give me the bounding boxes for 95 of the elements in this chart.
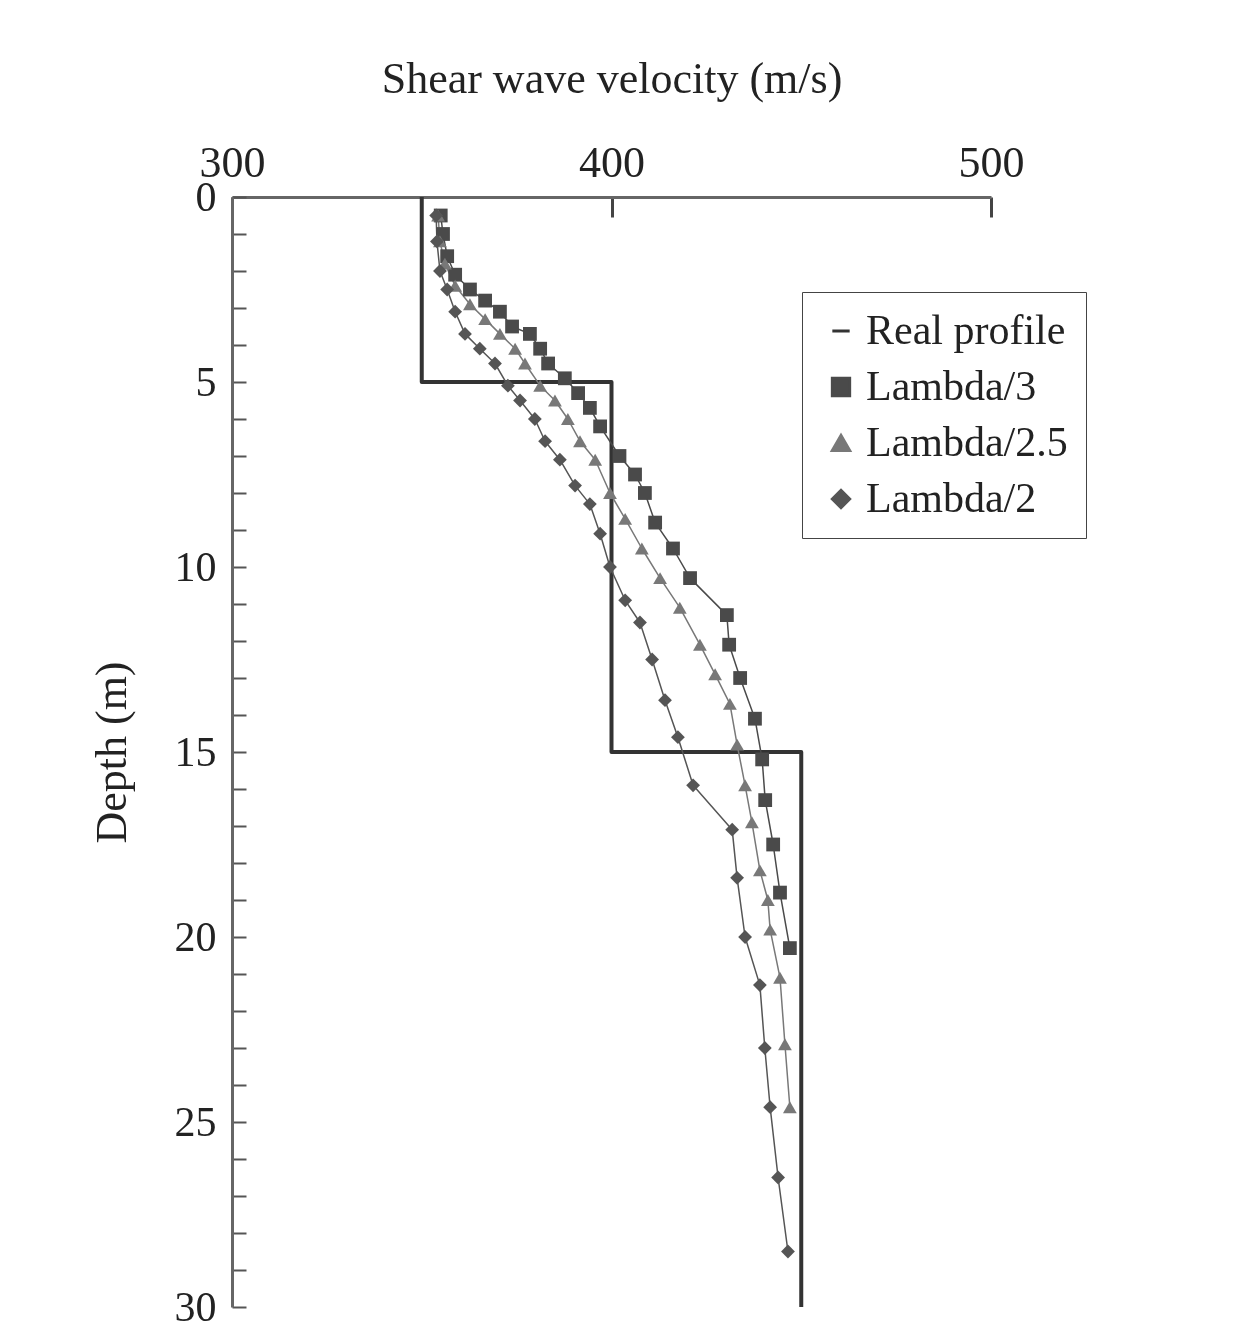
- point: [593, 526, 608, 541]
- point: [730, 870, 745, 885]
- point: [533, 341, 548, 356]
- point: [771, 1170, 785, 1185]
- point: [725, 822, 740, 837]
- point: [671, 730, 685, 745]
- y-tick-label: 30: [174, 1283, 217, 1330]
- point: [752, 864, 767, 877]
- y-tick-label: 15: [174, 728, 217, 775]
- point: [782, 1101, 797, 1114]
- point: [666, 541, 680, 556]
- y-tick-label: 20: [174, 913, 217, 960]
- point: [458, 327, 472, 341]
- legend-label: Real profile: [866, 307, 1066, 353]
- point: [730, 738, 745, 751]
- point: [618, 593, 633, 608]
- point: [752, 978, 767, 992]
- point: [533, 379, 548, 392]
- point: [553, 452, 567, 467]
- point: [448, 267, 463, 282]
- point: [541, 356, 556, 371]
- point: [719, 608, 734, 622]
- legend-label: Lambda/2: [866, 475, 1037, 521]
- point: [568, 478, 582, 493]
- point: [723, 697, 737, 710]
- point: [773, 885, 787, 900]
- point: [493, 304, 507, 319]
- point: [686, 778, 700, 793]
- point: [672, 601, 687, 614]
- point: [501, 378, 515, 393]
- y-tick-label: 10: [174, 543, 217, 590]
- point: [760, 894, 775, 906]
- point: [693, 638, 707, 651]
- point: [612, 449, 627, 463]
- point: [582, 497, 597, 511]
- point: [658, 693, 672, 708]
- point: [588, 453, 603, 466]
- x-tick-label: 400: [579, 137, 645, 187]
- point: [634, 542, 649, 555]
- point: [763, 923, 778, 936]
- point: [505, 319, 519, 334]
- point: [755, 752, 770, 767]
- point: [745, 816, 759, 829]
- point: [463, 282, 477, 297]
- point: [782, 941, 797, 955]
- point: [603, 487, 617, 499]
- point: [781, 1244, 795, 1259]
- point: [738, 779, 752, 792]
- point: [548, 394, 562, 407]
- point: [523, 327, 537, 341]
- point: [513, 393, 527, 408]
- point: [582, 401, 597, 415]
- legend-label: Lambda/2.5: [866, 419, 1068, 465]
- point: [571, 386, 585, 400]
- point: [708, 668, 722, 681]
- point: [472, 341, 487, 356]
- point: [440, 249, 455, 264]
- point: [773, 971, 787, 984]
- point: [440, 282, 455, 297]
- point: [618, 512, 633, 525]
- point: [733, 671, 748, 685]
- point: [778, 1038, 792, 1051]
- point: [518, 357, 532, 370]
- point: [645, 652, 659, 667]
- legend-label: Lambda/3: [866, 363, 1037, 409]
- point: [758, 793, 773, 807]
- point: [766, 837, 781, 852]
- point: [538, 434, 552, 449]
- point: [633, 615, 647, 630]
- point: [488, 356, 502, 371]
- point: [683, 571, 697, 585]
- point: [648, 515, 663, 530]
- point: [593, 419, 608, 434]
- point: [478, 293, 493, 308]
- point: [463, 298, 477, 311]
- point: [493, 327, 507, 340]
- y-tick-label: 25: [174, 1098, 217, 1145]
- point: [527, 412, 542, 426]
- x-tick-label: 500: [958, 137, 1025, 187]
- point: [508, 342, 522, 355]
- point: [478, 313, 493, 326]
- point: [560, 413, 575, 425]
- point: [757, 1041, 772, 1055]
- point: [628, 467, 642, 482]
- point: [763, 1100, 778, 1115]
- point: [638, 486, 652, 500]
- point: [748, 711, 762, 726]
- y-tick-label: 5: [195, 358, 217, 405]
- x-axis-title: Shear wave velocity (m/s): [381, 53, 843, 103]
- point: [722, 637, 737, 652]
- point: [557, 371, 572, 386]
- point: [653, 572, 667, 585]
- point: [573, 435, 587, 448]
- point: [448, 304, 463, 319]
- y-axis-title: Depth (m): [86, 661, 136, 844]
